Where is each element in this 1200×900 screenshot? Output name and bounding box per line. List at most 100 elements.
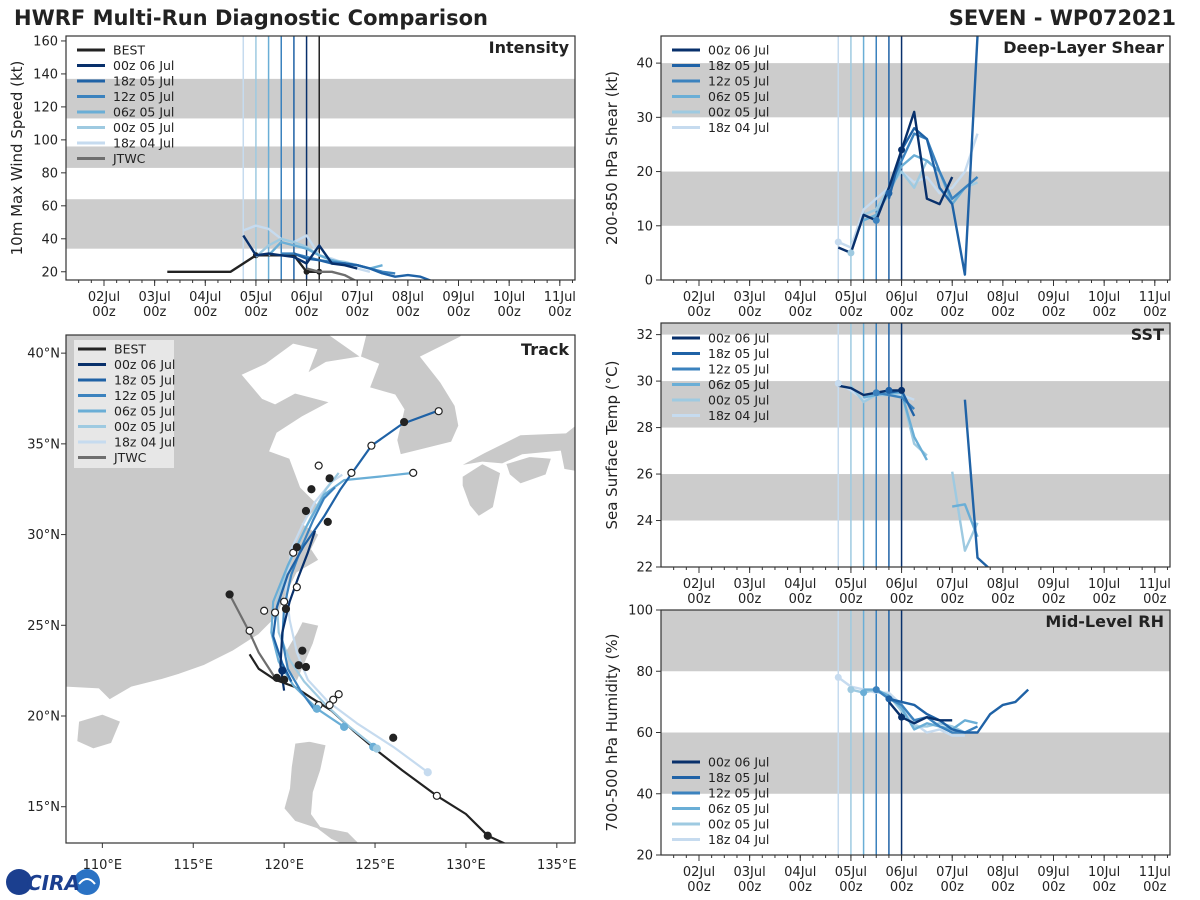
- y-tick-label: 20: [636, 849, 653, 864]
- panel-title: Intensity: [489, 38, 570, 57]
- legend-label-shear: 12z 05 Jul: [708, 74, 769, 89]
- x-tick-label: 07Jul: [936, 290, 968, 305]
- track-position-marker: [325, 701, 334, 710]
- track-position-marker: [409, 468, 418, 477]
- threshold-band: [661, 63, 1170, 118]
- lat-tick-label: 20°N: [27, 710, 60, 725]
- series-marker: [834, 238, 842, 246]
- track-line-18z-04-Jul: [284, 473, 429, 774]
- series-marker: [847, 686, 855, 694]
- x-tick-label: 00z: [244, 305, 268, 320]
- y-tick-label: 30: [636, 375, 653, 390]
- track-line-00z-06-Jul: [279, 530, 317, 691]
- x-tick-label: 00z: [1042, 305, 1066, 320]
- series-line-18z-05-Jul: [293, 252, 433, 280]
- x-tick-label: 02Jul: [683, 865, 715, 880]
- x-tick-label: 00z: [1042, 880, 1066, 895]
- x-tick-label: 00z: [92, 305, 116, 320]
- x-tick-label: 02Jul: [88, 290, 120, 305]
- threshold-band: [66, 78, 575, 119]
- track-position-marker: [292, 543, 301, 552]
- x-tick-label: 09Jul: [1037, 865, 1069, 880]
- series-marker: [885, 189, 893, 197]
- lon-tick-label: 135°E: [537, 858, 577, 873]
- x-tick-label: 00z: [839, 592, 863, 607]
- legend-box: [74, 340, 174, 468]
- x-tick-label: 00z: [1092, 592, 1116, 607]
- x-tick-label: 00z: [941, 592, 965, 607]
- legend-label-sst: 00z 05 Jul: [708, 393, 769, 408]
- y-tick-label: 28: [636, 421, 653, 436]
- threshold-band: [661, 732, 1170, 794]
- legend-label-track: 18z 04 Jul: [114, 435, 175, 450]
- track-position-marker: [483, 831, 492, 840]
- panel-title: Deep-Layer Shear: [1003, 38, 1164, 57]
- x-tick-label: 00z: [991, 880, 1015, 895]
- lat-tick-label: 35°N: [27, 437, 60, 452]
- track-position-marker: [278, 666, 287, 675]
- lon-tick-label: 110°E: [83, 858, 123, 873]
- panel-title: SST: [1131, 325, 1164, 344]
- series-line-18z-05-Jul: [888, 688, 1030, 734]
- x-tick-label: 00z: [447, 305, 471, 320]
- y-tick-label: 140: [33, 67, 58, 82]
- legend-label-rh: 00z 05 Jul: [708, 817, 769, 832]
- land-korea: [360, 335, 463, 456]
- series-line-18z-05-Jul: [963, 399, 990, 567]
- y-tick-label: 60: [41, 199, 58, 214]
- lat-tick-label: 15°N: [27, 800, 60, 815]
- y-tick-label: 20: [41, 265, 58, 280]
- land-shikoku: [505, 456, 552, 485]
- legend-label-rh: 18z 05 Jul: [708, 770, 769, 785]
- x-tick-label: 00z: [890, 880, 914, 895]
- threshold-band: [66, 146, 575, 168]
- x-tick-label: 07Jul: [936, 577, 968, 592]
- series-line-JTWC: [306, 267, 357, 280]
- x-tick-label: 10Jul: [1088, 577, 1120, 592]
- x-tick-label: 04Jul: [784, 290, 816, 305]
- legend-label-intensity: BEST: [113, 43, 145, 58]
- panel-shear: 01020304002Jul00z03Jul00z04Jul00z05Jul00…: [603, 35, 1171, 320]
- track-position-marker: [314, 461, 323, 470]
- series-marker: [898, 386, 906, 394]
- x-tick-label: 03Jul: [734, 577, 766, 592]
- y-tick-label: 60: [636, 726, 653, 741]
- x-tick-label: 00z: [346, 305, 370, 320]
- plot-area: [661, 610, 1170, 855]
- legend-label-rh: 18z 04 Jul: [708, 832, 769, 847]
- track-position-marker: [280, 675, 289, 684]
- y-tick-label: 120: [33, 100, 58, 115]
- track-position-marker: [281, 604, 291, 614]
- series-line-00z-06-Jul: [837, 110, 954, 255]
- threshold-band: [661, 474, 1170, 521]
- x-tick-label: 04Jul: [784, 865, 816, 880]
- series-marker: [885, 386, 893, 394]
- x-tick-label: 00z: [396, 305, 420, 320]
- x-tick-label: 00z: [687, 880, 711, 895]
- lon-tick-label: 130°E: [446, 858, 486, 873]
- y-axis-label: 700-500 hPa Humidity (%): [603, 633, 621, 831]
- panel-sst: 22242628303202Jul00z03Jul00z04Jul00z05Ju…: [603, 322, 1171, 607]
- plot-area: [661, 36, 1170, 280]
- map-area: [66, 335, 575, 843]
- legend-label-track: 18z 05 Jul: [114, 373, 175, 388]
- legend-label-intensity: 00z 05 Jul: [113, 120, 174, 135]
- x-tick-label: 00z: [738, 305, 762, 320]
- land-luzon: [283, 740, 360, 843]
- track-position-marker: [225, 590, 234, 599]
- lon-tick-label: 115°E: [173, 858, 213, 873]
- threshold-band: [661, 381, 1170, 428]
- threshold-band: [661, 171, 1170, 226]
- x-tick-label: 00z: [789, 880, 813, 895]
- x-tick-label: 05Jul: [835, 290, 867, 305]
- track-position-marker: [334, 690, 343, 699]
- track-position-marker: [301, 662, 311, 672]
- x-tick-label: 05Jul: [240, 290, 272, 305]
- series-marker: [872, 216, 880, 224]
- legend-label-track: 12z 05 Jul: [114, 388, 175, 403]
- figure-title: HWRF Multi-Run Diagnostic Comparison: [14, 6, 488, 30]
- x-tick-label: 00z: [497, 305, 521, 320]
- track-position-marker: [298, 646, 307, 655]
- land-kyushu: [461, 463, 501, 517]
- legend-label-rh: 12z 05 Jul: [708, 786, 769, 801]
